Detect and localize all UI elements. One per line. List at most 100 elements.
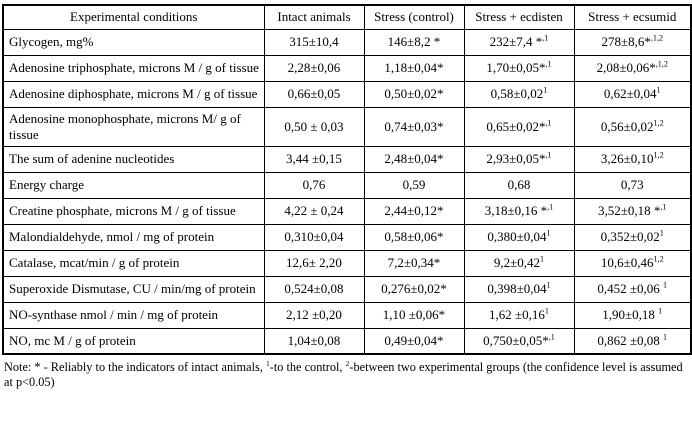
value-cell: 1,18±0,04* <box>363 54 465 82</box>
table-row: NO-synthase nmol / min / mg of protein 2,… <box>2 301 692 329</box>
row-label: Adenosine monophosphate, microns M/ g of… <box>2 106 265 147</box>
value-cell: 278±8,6*,1,2 <box>573 28 692 56</box>
value-cell: 2,28±0,06 <box>263 54 365 82</box>
value-cell: 0,380±0,041 <box>463 223 575 251</box>
table-row: Malondialdehyde, nmol / mg of protein 0,3… <box>2 223 692 251</box>
column-header: Stress (control) <box>363 4 465 30</box>
table-row: The sum of adenine nucleotides 3,44 ±0,15… <box>2 145 692 173</box>
value-cell: 0,750±0,05*,1 <box>463 327 575 355</box>
table-row: Superoxide Dismutase, CU / min/mg of pro… <box>2 275 692 303</box>
table-row: Adenosine diphosphate, microns M / g of … <box>2 80 692 108</box>
value-cell: 0,862 ±0,08 1 <box>573 327 692 355</box>
column-header: Stress + ecsumid <box>573 4 692 30</box>
value-cell: 0,56±0,021,2 <box>573 106 692 147</box>
footnote-superscript: 2 <box>345 358 350 368</box>
significance-superscript: ,1 <box>660 202 667 212</box>
value-cell: 0,68 <box>463 171 575 199</box>
value-cell: 9,2±0,421 <box>463 249 575 277</box>
significance-superscript: ,1 <box>545 118 552 128</box>
value-cell: 1,62 ±0,161 <box>463 301 575 329</box>
row-label: Adenosine diphosphate, microns M / g of … <box>2 80 265 108</box>
value-cell: 0,398±0,041 <box>463 275 575 303</box>
value-cell: 1,04±0,08 <box>263 327 365 355</box>
value-cell: 3,18±0,16 *,1 <box>463 197 575 225</box>
table-row: Energy charge 0,76 0,59 0,68 0,73 <box>2 171 692 199</box>
value-cell: 2,48±0,04* <box>363 145 465 173</box>
table-row: Catalase, mcat/min / g of protein 12,6± 2… <box>2 249 692 277</box>
row-label: NO-synthase nmol / min / mg of protein <box>2 301 265 329</box>
significance-superscript: 1 <box>546 228 551 238</box>
value-cell: 3,44 ±0,15 <box>263 145 365 173</box>
row-label: Catalase, mcat/min / g of protein <box>2 249 265 277</box>
value-cell: 0,310±0,04 <box>263 223 365 251</box>
significance-superscript: ,1,2 <box>655 59 668 69</box>
row-label: NO, mc M / g of protein <box>2 327 265 355</box>
row-label: The sum of adenine nucleotides <box>2 145 265 173</box>
value-cell: 0,524±0,08 <box>263 275 365 303</box>
significance-superscript: 1 <box>663 332 668 342</box>
significance-superscript: ,1 <box>547 202 554 212</box>
value-cell: 0,73 <box>573 171 692 199</box>
footnote-superscript: 1 <box>265 358 270 368</box>
significance-superscript: 1 <box>658 306 663 316</box>
value-cell: 0,66±0,05 <box>263 80 365 108</box>
value-cell: 2,44±0,12* <box>363 197 465 225</box>
value-cell: 2,12 ±0,20 <box>263 301 365 329</box>
row-label: Energy charge <box>2 171 265 199</box>
value-cell: 232±7,4 *,1 <box>463 28 575 56</box>
significance-superscript: 1 <box>540 254 545 264</box>
header-row: Experimental conditions Intact animals Str… <box>2 4 692 30</box>
value-cell: 0,49±0,04* <box>363 327 465 355</box>
value-cell: 3,26±0,101,2 <box>573 145 692 173</box>
value-cell: 0,58±0,021 <box>463 80 575 108</box>
significance-superscript: 1,2 <box>653 150 664 160</box>
value-cell: 4,22 ± 0,24 <box>263 197 365 225</box>
significance-superscript: 1 <box>543 85 548 95</box>
significance-superscript: 1 <box>546 280 551 290</box>
significance-superscript: 1 <box>544 306 549 316</box>
column-header: Stress + ecdisten <box>463 4 575 30</box>
significance-superscript: 1 <box>656 85 661 95</box>
significance-superscript: 1,2 <box>653 254 664 264</box>
significance-superscript: ,1,2 <box>650 33 663 43</box>
significance-superscript: ,1 <box>545 150 552 160</box>
value-cell: 0,74±0,03* <box>363 106 465 147</box>
value-cell: 0,452 ±0,06 1 <box>573 275 692 303</box>
row-label: Glycogen, mg% <box>2 28 265 56</box>
significance-superscript: 1,2 <box>653 118 664 128</box>
significance-superscript: 1 <box>663 280 668 290</box>
value-cell: 315±10,4 <box>263 28 365 56</box>
significance-superscript: ,1 <box>545 59 552 69</box>
table-row: NO, mc M / g of protein 1,04±0,08 0,49±0,0… <box>2 327 692 355</box>
value-cell: 146±8,2 * <box>363 28 465 56</box>
significance-superscript: ,1 <box>542 33 549 43</box>
value-cell: 0,352±0,021 <box>573 223 692 251</box>
value-cell: 0,65±0,02*,1 <box>463 106 575 147</box>
column-header: Experimental conditions <box>2 4 265 30</box>
value-cell: 3,52±0,18 *,1 <box>573 197 692 225</box>
value-cell: 2,93±0,05*,1 <box>463 145 575 173</box>
value-cell: 0,58±0,06* <box>363 223 465 251</box>
value-cell: 0,50±0,02* <box>363 80 465 108</box>
value-cell: 0,59 <box>363 171 465 199</box>
document-page: Experimental conditions Intact animals Str… <box>2 4 692 389</box>
significance-superscript: ,1 <box>548 332 555 342</box>
table-body: Glycogen, mg% 315±10,4 146±8,2 * 232±7,4 *,… <box>2 28 692 355</box>
value-cell: 0,76 <box>263 171 365 199</box>
table-row: Adenosine triphosphate, microns M / g of… <box>2 54 692 82</box>
column-header: Intact animals <box>263 4 365 30</box>
value-cell: 1,70±0,05*,1 <box>463 54 575 82</box>
row-label: Adenosine triphosphate, microns M / g of… <box>2 54 265 82</box>
table-footnote: Note: * - Reliably to the indicators of … <box>4 358 683 389</box>
row-label: Malondialdehyde, nmol / mg of protein <box>2 223 265 251</box>
value-cell: 7,2±0,34* <box>363 249 465 277</box>
row-label: Superoxide Dismutase, CU / min/mg of pro… <box>2 275 265 303</box>
row-label: Creatine phosphate, microns M / g of tis… <box>2 197 265 225</box>
table-row: Creatine phosphate, microns M / g of tis… <box>2 197 692 225</box>
value-cell: 12,6± 2,20 <box>263 249 365 277</box>
value-cell: 1,10 ±0,06* <box>363 301 465 329</box>
value-cell: 1,90±0,18 1 <box>573 301 692 329</box>
table-header: Experimental conditions Intact animals Str… <box>2 4 692 30</box>
table-row: Adenosine monophosphate, microns M/ g of… <box>2 106 692 147</box>
significance-superscript: 1 <box>659 228 664 238</box>
